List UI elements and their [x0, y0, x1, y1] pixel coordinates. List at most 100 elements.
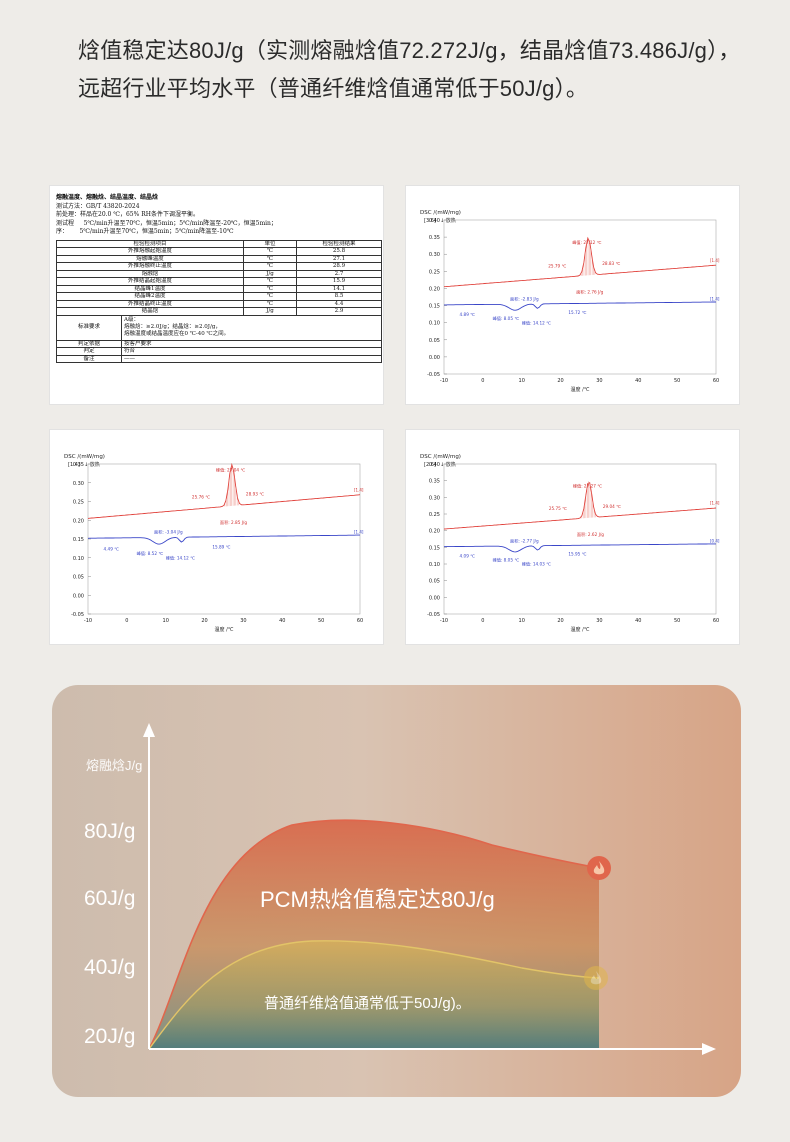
- dsc-chart-svg: DSC /(mW/mg) [2.6] ↓ 放热0.40 0.35 0.30 0.25 0.2…: [420, 454, 720, 633]
- dsc-y-tick: 0.00: [429, 355, 440, 361]
- dsc-y-tick: 0.40: [429, 218, 440, 224]
- dsc-y-tick: -0.05: [71, 612, 84, 618]
- dsc-cryst-label: 峰值: 14.12 ℃: [522, 319, 551, 326]
- dsc-segment-label: [1.4]: [710, 258, 720, 263]
- dsc-cryst-label: 4.09 ℃: [460, 553, 476, 558]
- dsc-segment-label: [1.4]: [354, 529, 364, 534]
- dsc-x-tick: 40: [635, 378, 641, 384]
- table-cell: ℃: [243, 254, 297, 263]
- table-cell: 8.5: [296, 292, 382, 301]
- y-axis-title: 熔融焓J/g: [86, 758, 143, 773]
- dsc-onset-label: 25.79 ℃: [548, 263, 566, 268]
- report-table: 检验检测项目 单位 检验检测结果 外推熔融起始温度 ℃ 25.8 熔融峰温度 ℃ 27.1…: [56, 239, 382, 364]
- dsc-segment-label: [1.4]: [354, 487, 364, 492]
- dsc-y-tick: 0.05: [429, 338, 440, 344]
- dsc-y-tick: -0.05: [427, 372, 440, 378]
- dsc-segment-label: [1.4]: [710, 501, 720, 506]
- table-cell: 结晶焓: [56, 307, 244, 316]
- y-tick-label: 20J/g: [84, 1025, 136, 1048]
- table-cell: 28.9: [296, 262, 382, 271]
- table-cell: 2.9: [296, 307, 382, 316]
- dsc-y-label: DSC /(mW/mg): [64, 454, 105, 460]
- table-cell: 2.7: [296, 269, 382, 278]
- dsc-x-tick: 50: [318, 618, 324, 624]
- dsc-onset-label: 25.76 ℃: [192, 494, 210, 499]
- table-cell: 结晶峰1温度: [56, 284, 244, 293]
- dsc-cryst-label: 15.89 ℃: [212, 544, 230, 549]
- dsc-cryst-label: 峰值: 8.52 ℃: [137, 550, 164, 557]
- dsc-peak-label: 峰值: 27.04 ℃: [216, 467, 245, 474]
- dsc-exo-label: ↓ 放热: [440, 461, 456, 468]
- dsc-y-tick: 0.30: [429, 252, 440, 258]
- comparison-graphic: [143, 723, 716, 1055]
- dsc-end-label: 28.83 ℃: [602, 261, 620, 266]
- headline: 焓值稳定达80J/g（实测熔融焓值72.272J/g，结晶焓值73.486J/g…: [78, 32, 768, 108]
- dsc-heating-curve: [87, 462, 361, 519]
- dsc-y-tick: 0.20: [429, 286, 440, 292]
- dsc-y-tick: 0.30: [73, 481, 84, 487]
- dsc-scale: [1.4]: [68, 462, 80, 468]
- note-label: 备注: [56, 354, 122, 364]
- dsc-cryst-label: 15.95 ℃: [568, 552, 586, 557]
- basis-label: 判定依据: [56, 339, 122, 349]
- dsc-onset-label: 25.75 ℃: [549, 506, 567, 511]
- req-label: 标准要求: [56, 314, 122, 341]
- table-row: 外推熔融终止温度 ℃ 28.9: [56, 262, 382, 271]
- dsc-peak-label: 峰值: 27.12 ℃: [572, 239, 601, 246]
- table-cell: 熔融焓: [56, 269, 244, 278]
- dsc-y-tick: 0.30: [429, 495, 440, 501]
- dsc-x-tick: 60: [713, 618, 719, 624]
- dsc-x-tick: 20: [201, 618, 207, 624]
- dsc-area-label: 面积: 2.76 J/g: [576, 288, 603, 295]
- flame-icon: [584, 966, 608, 990]
- dsc-y-tick: 0.25: [429, 269, 440, 275]
- table-cell: ℃: [243, 292, 297, 301]
- dsc-y-tick: 0.05: [429, 579, 440, 585]
- y-tick-label: 60J/g: [84, 887, 136, 910]
- dsc-peak-label: 峰值: 27.27 ℃: [573, 482, 602, 489]
- dsc-area-label: 面积: -2.77 J/g: [510, 537, 539, 544]
- dsc-x-tick: 30: [596, 618, 602, 624]
- dsc-y-tick: 0.25: [73, 500, 84, 506]
- dsc-y-tick: -0.05: [427, 612, 440, 618]
- dsc-x-tick: 50: [674, 618, 680, 624]
- dsc-y-tick: 0.10: [429, 321, 440, 327]
- dsc-x-tick: -10: [84, 618, 92, 624]
- dsc-cryst-label: 峰值: 14.12 ℃: [166, 555, 195, 562]
- table-cell: 14.1: [296, 284, 382, 293]
- dsc-x-tick: 10: [163, 618, 169, 624]
- dsc-cryst-label: 峰值: 8.05 ℃: [493, 315, 520, 322]
- table-cell: 外推熔融终止温度: [56, 262, 244, 271]
- dsc-x-tick: -10: [440, 378, 448, 384]
- test-report: 熔融温度、熔融焓、结晶温度、结晶焓 测试方法：GB/T 43820-2024 前…: [56, 194, 382, 364]
- table-row: 熔融峰温度 ℃ 27.1: [56, 254, 382, 263]
- table-row: 外推结晶起始温度 ℃ 15.9: [56, 277, 382, 286]
- dsc-cryst-label: 15.72 ℃: [568, 310, 586, 315]
- dsc-cryst-label: 峰值: 14.03 ℃: [522, 561, 551, 568]
- table-row: 结晶焓 J/g 2.9: [56, 307, 382, 316]
- table-cell: 25.8: [296, 247, 382, 256]
- x-axis-arrow: [702, 1043, 716, 1055]
- dsc-scale: [2.6]: [424, 462, 436, 468]
- judge-value: 符合: [121, 347, 382, 356]
- test-report-panel: 熔融温度、熔融焓、结晶温度、结晶焓 测试方法：GB/T 43820-2024 前…: [50, 186, 383, 404]
- table-header-row: 检验检测项目 单位 检验检测结果: [56, 239, 382, 248]
- dsc-plot-frame: [443, 219, 717, 375]
- dsc-segment-label: [1.4]: [710, 296, 720, 301]
- dsc-scale: [3.6]: [424, 218, 436, 224]
- y-tick-label: 80J/g: [84, 820, 136, 843]
- dsc-chart-3: DSC /(mW/mg) [2.6] ↓ 放热 0.40 0.35 0.30 0.25 0.2…: [406, 430, 739, 644]
- dsc-x-tick: 10: [519, 618, 525, 624]
- table-cell: 15.9: [296, 277, 382, 286]
- dsc-x-label: 温度 /℃: [571, 386, 590, 393]
- report-pretreat: 前处理：样品在20.0 ℃，65% RH条件下调湿平衡。: [56, 211, 199, 218]
- table-header: 检验检测项目: [56, 239, 244, 248]
- pcm-label: PCM热焓值稳定达80J/g: [260, 887, 495, 912]
- dsc-y-tick: 0.05: [73, 575, 84, 581]
- dsc-x-tick: -10: [440, 618, 448, 624]
- dsc-x-tick: 30: [240, 618, 246, 624]
- table-cell: 4.4: [296, 299, 382, 308]
- note-value: ——: [121, 354, 382, 364]
- dsc-x-tick: 0: [481, 378, 484, 384]
- table-cell: 外推结晶终止温度: [56, 299, 244, 308]
